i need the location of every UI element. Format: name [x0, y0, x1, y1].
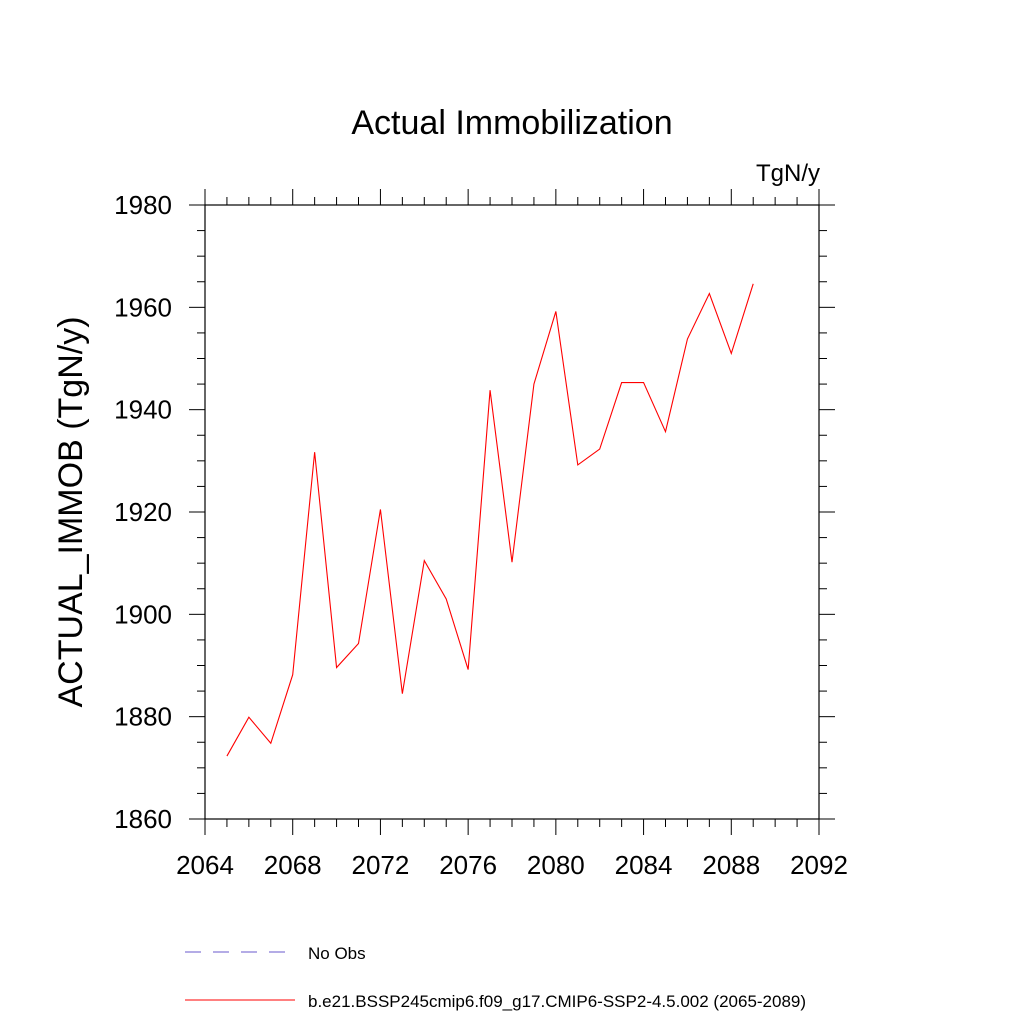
data-point	[511, 562, 512, 563]
data-point	[489, 390, 490, 391]
data-point	[314, 452, 315, 453]
y-tick-label: 1900	[114, 599, 172, 629]
y-tick-label: 1980	[114, 190, 172, 220]
data-point	[358, 643, 359, 644]
y-tick-label: 1920	[114, 497, 172, 527]
data-point	[621, 382, 622, 383]
y-tick-label: 1940	[114, 395, 172, 425]
data-point	[599, 448, 600, 449]
series-lines	[226, 283, 754, 757]
data-point	[665, 431, 666, 432]
y-tick-label: 1860	[114, 804, 172, 834]
data-point	[292, 674, 293, 675]
x-tick-label: 2068	[264, 850, 322, 880]
legend: No Obs b.e21.BSSP245cmip6.f09_g17.CMIP6-…	[185, 944, 806, 1011]
data-point	[643, 382, 644, 383]
series-line-1	[226, 283, 754, 757]
data-point	[753, 283, 754, 284]
x-tick-label: 2072	[352, 850, 410, 880]
data-point	[468, 669, 469, 670]
x-tick-label: 2088	[702, 850, 760, 880]
units-label: TgN/y	[756, 160, 820, 187]
x-tick-label: 2092	[790, 850, 848, 880]
y-tick-label: 1880	[114, 702, 172, 732]
data-point	[226, 755, 227, 756]
legend-label-no-obs: No Obs	[308, 944, 366, 963]
data-point	[687, 338, 688, 339]
x-tick-label: 2064	[176, 850, 234, 880]
plot-frame	[204, 204, 820, 820]
x-tick-label: 2084	[615, 850, 673, 880]
data-point	[709, 293, 710, 294]
data-point	[336, 667, 337, 668]
legend-label-model: b.e21.BSSP245cmip6.f09_g17.CMIP6-SSP2-4.…	[308, 992, 806, 1011]
chart-title: Actual Immobilization	[351, 104, 672, 142]
tick-labels: 2064 2068 2072 2076 2080 2084 2088 2092 1860 1880…	[114, 190, 848, 880]
y-axis-label: ACTUAL_IMMOB (TgN/y)	[52, 316, 90, 707]
data-point	[248, 717, 249, 718]
data-point	[446, 598, 447, 599]
data-point	[555, 311, 556, 312]
data-point	[402, 693, 403, 694]
y-tick-label: 1960	[114, 292, 172, 322]
x-tick-label: 2076	[439, 850, 497, 880]
data-point	[380, 509, 381, 510]
x-tick-label: 2080	[527, 850, 585, 880]
data-point	[270, 743, 271, 744]
data-point	[533, 383, 534, 384]
axis-ticks	[189, 189, 835, 835]
data-point	[731, 353, 732, 354]
data-point	[577, 464, 578, 465]
data-point	[424, 560, 425, 561]
